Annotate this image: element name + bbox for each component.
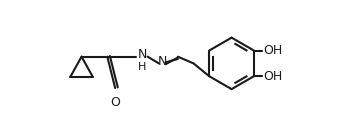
Text: H: H (138, 62, 146, 72)
Text: OH: OH (263, 70, 283, 83)
Text: O: O (110, 96, 120, 109)
Text: OH: OH (263, 44, 283, 57)
Text: N: N (137, 48, 147, 61)
Text: N: N (157, 55, 167, 68)
